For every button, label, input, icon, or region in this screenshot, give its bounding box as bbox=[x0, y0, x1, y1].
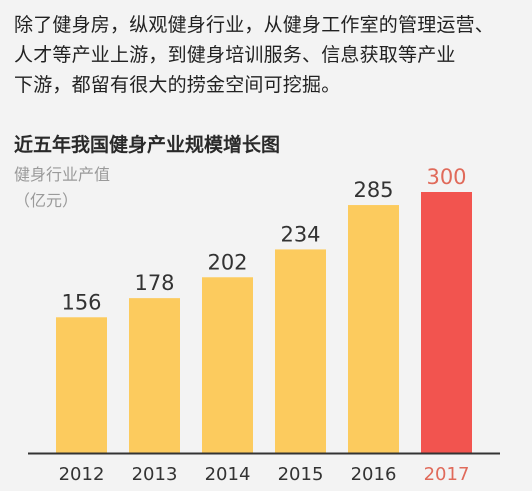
value-label-2016: 285 bbox=[353, 178, 393, 202]
chart-title: 近五年我国健身产业规模增长图 bbox=[14, 134, 281, 156]
x-tick-2017: 2017 bbox=[424, 464, 470, 485]
bar-2015 bbox=[275, 249, 326, 453]
value-label-2015: 234 bbox=[280, 222, 320, 246]
x-tick-2014: 2014 bbox=[205, 464, 251, 485]
x-tick-2013: 2013 bbox=[132, 464, 178, 485]
value-label-2013: 178 bbox=[134, 271, 174, 295]
bar-2017 bbox=[421, 192, 472, 453]
intro-line-3: 下游，都留有很大的捞金空间可挖掘。 bbox=[14, 74, 341, 96]
y-axis-label: 健身行业产值 （亿元） bbox=[14, 162, 110, 214]
x-tick-2016: 2016 bbox=[351, 464, 397, 485]
y-axis-label-line2: （亿元） bbox=[14, 191, 79, 210]
y-axis-label-line1: 健身行业产值 bbox=[14, 165, 111, 184]
bar-2016 bbox=[348, 205, 399, 453]
value-label-2014: 202 bbox=[207, 250, 247, 274]
x-tick-2015: 2015 bbox=[278, 464, 324, 485]
x-tick-2012: 2012 bbox=[59, 464, 105, 485]
intro-paragraph: 除了健身房，纵观健身行业，从健身工作室的管理运营、 人才等产业上游，到健身培训服… bbox=[14, 10, 524, 100]
intro-line-2: 人才等产业上游，到健身培训服务、信息获取等产业 bbox=[14, 44, 456, 66]
value-label-2012: 156 bbox=[61, 290, 101, 314]
intro-line-1: 除了健身房，纵观健身行业，从健身工作室的管理运营、 bbox=[14, 14, 495, 36]
bar-2012 bbox=[56, 317, 107, 453]
bar-2014 bbox=[202, 277, 253, 453]
value-label-2017: 300 bbox=[426, 165, 466, 189]
bar-2013 bbox=[129, 298, 180, 453]
